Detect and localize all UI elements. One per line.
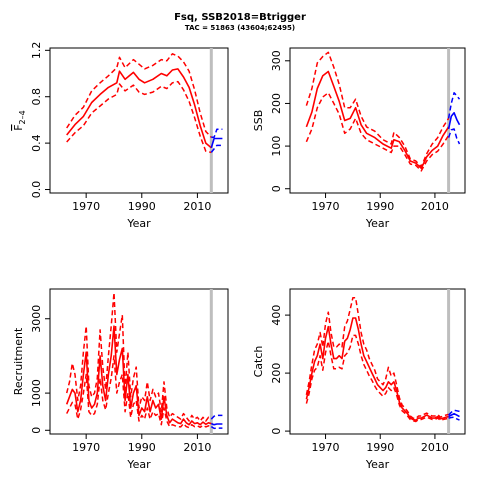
ssb-y-axis-label-main: SSB <box>252 110 265 132</box>
f-y-axis-label-sub: 2–4 <box>18 110 27 124</box>
f-historic-lower-line <box>66 80 212 154</box>
catch-x-tick-label: 1990 <box>366 441 394 454</box>
catch-y-tick-label: 200 <box>270 363 283 384</box>
f-x-tick-label: 2010 <box>183 200 211 213</box>
recruitment-y-tick-label: 3000 <box>30 305 43 333</box>
recruitment-y-axis-label: Recruitment <box>12 327 25 395</box>
recruitment-y-tick-label: 1000 <box>30 379 43 407</box>
ssb-x-tick-label: 1990 <box>366 200 394 213</box>
panel-catch: 1970 1990 2010 0 200 400 Year Catch <box>252 288 466 471</box>
recruitment-y-tick-label: 0 <box>30 427 43 434</box>
ssb-historic-median-line <box>305 70 450 170</box>
recruitment-historic-median-line <box>65 325 212 426</box>
recruitment-projection-lower-line <box>210 425 223 430</box>
ssb-y-tick-label: 200 <box>270 93 283 114</box>
catch-y-axis-label: Catch <box>252 346 265 378</box>
ssb-y-axis-label: SSB <box>252 110 265 132</box>
f-plot-frame <box>49 47 229 194</box>
catch-x-tick-label: 1970 <box>312 441 340 454</box>
catch-projection-lower-line <box>448 416 460 421</box>
catch-historic-median-line <box>305 317 449 421</box>
ssb-x-axis-label: Year <box>365 217 390 230</box>
panel-ssb: 1970 1990 2010 0 100 200 300 Year SSB <box>252 47 466 230</box>
recruitment-x-tick-label: 2010 <box>183 441 211 454</box>
recruitment-projection-upper-line <box>210 414 223 420</box>
ssb-y-tick-label: 100 <box>270 136 283 157</box>
f-x-axis-label: Year <box>126 217 151 230</box>
figure-title: Fsq, SSB2018=Btrigger <box>174 12 306 23</box>
f-y-tick-label: 0.8 <box>30 88 43 106</box>
f-y-tick-label: 1.2 <box>30 42 43 60</box>
catch-projection-upper-line <box>448 409 460 416</box>
recruitment-y-axis-label-main: Recruitment <box>12 327 25 395</box>
catch-projection-median-line <box>448 412 460 418</box>
ssb-y-tick-label: 0 <box>270 185 283 192</box>
ssb-y-tick-label: 300 <box>270 50 283 71</box>
recruitment-x-tick-label: 1990 <box>128 441 156 454</box>
ssb-projection-upper-line <box>447 92 461 119</box>
figure-subtitle: TAC = 51863 (43604;62495) <box>185 24 295 32</box>
f-historic-upper-line <box>66 53 212 138</box>
recruitment-historic-lower-line <box>66 355 212 429</box>
recruitment-x-tick-label: 1970 <box>72 441 100 454</box>
f-historic-median-line <box>66 68 212 149</box>
recruitment-x-axis-label: Year <box>126 458 151 471</box>
recruitment-plot-frame <box>49 288 229 435</box>
panel-f: 1970 1990 2010 0.0 0.4 0.8 1.2 Year F2–4 <box>12 42 229 230</box>
recruitment-historic-upper-line <box>65 291 212 422</box>
ssb-x-tick-label: 2010 <box>421 200 449 213</box>
f-projection-lower-line <box>210 144 223 153</box>
panel-recruitment: 1970 1990 2010 0 1000 3000 Year Recruitment <box>12 288 229 471</box>
ssb-plot-frame <box>289 47 466 194</box>
catch-y-tick-label: 400 <box>270 305 283 326</box>
f-x-tick-label: 1970 <box>72 200 100 213</box>
ssb-projection-lower-line <box>447 128 461 145</box>
ssb-x-tick-label: 1970 <box>312 200 340 213</box>
catch-plot-frame <box>289 288 466 435</box>
f-y-tick-label: 0.4 <box>30 134 43 152</box>
catch-historic-upper-line <box>305 296 449 420</box>
catch-historic-lower-line <box>305 334 449 423</box>
f-projection-upper-line <box>211 128 223 139</box>
ssb-historic-lower-line <box>305 92 450 172</box>
f-y-axis-label: F2–4 <box>12 110 27 131</box>
catch-y-tick-label: 0 <box>270 428 283 435</box>
f-y-tick-label: 0.0 <box>30 181 43 199</box>
ssb-historic-upper-line <box>305 51 450 168</box>
catch-x-axis-label: Year <box>365 458 390 471</box>
catch-y-axis-label-main: Catch <box>252 346 265 378</box>
recruitment-projection-median-line <box>211 422 223 426</box>
catch-x-tick-label: 2010 <box>421 441 449 454</box>
f-y-axis-label-main: F <box>12 124 25 130</box>
f-projection-median-line <box>210 137 223 149</box>
ssb-projection-median-line <box>447 112 461 130</box>
f-x-tick-label: 1990 <box>128 200 156 213</box>
